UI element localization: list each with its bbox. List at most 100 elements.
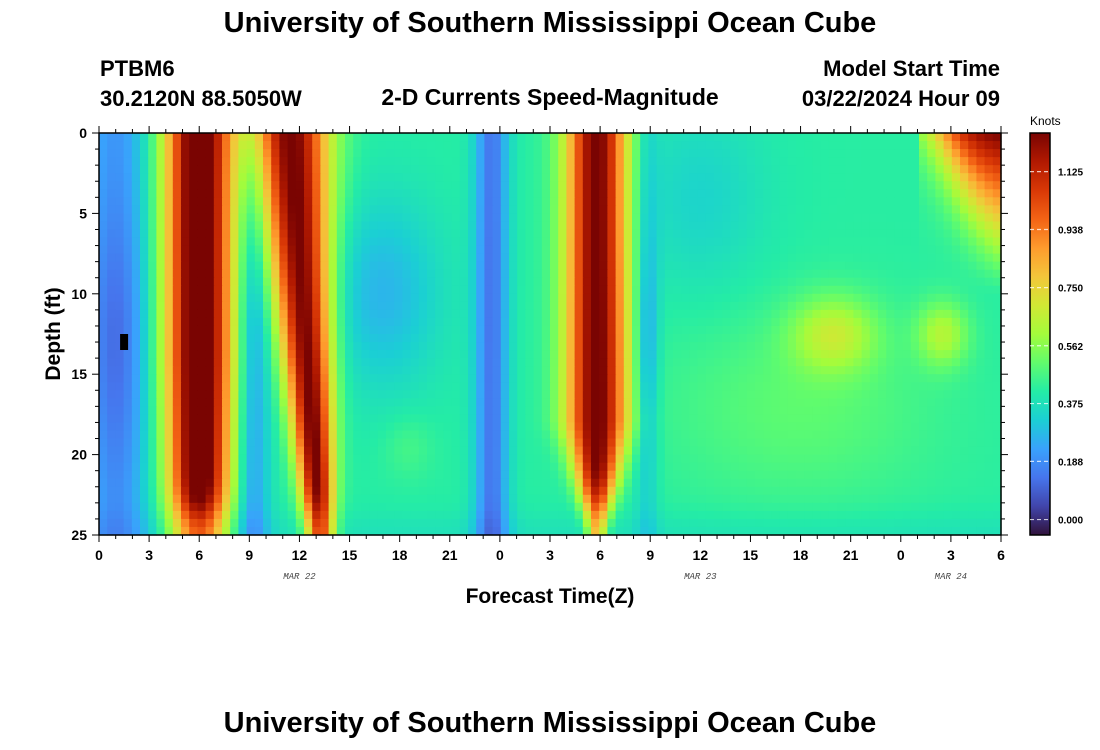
heat-cell (361, 301, 371, 311)
heat-cell (984, 173, 994, 182)
heat-cell (861, 317, 871, 327)
heat-cell (566, 213, 576, 223)
heat-cell (910, 438, 920, 448)
heat-cell (943, 309, 953, 319)
heat-cell (427, 390, 436, 399)
heat-cell (656, 293, 666, 303)
heat-cell (271, 181, 280, 190)
heat-cell (812, 398, 822, 407)
heat-cell (525, 350, 535, 359)
heat-cell (213, 342, 223, 351)
heat-cell (771, 350, 781, 359)
heat-cell (295, 438, 305, 448)
heat-cell (197, 213, 207, 223)
heat-cell (746, 342, 756, 351)
heat-cell (837, 430, 846, 440)
heat-cell (320, 494, 330, 504)
heat-cell (787, 414, 797, 424)
heat-cell (828, 309, 838, 319)
heat-cell (648, 221, 658, 231)
heat-cell (213, 165, 223, 174)
heat-cell (287, 245, 297, 255)
heat-cell (878, 245, 887, 255)
heat-cell (591, 342, 600, 351)
heat-cell (902, 342, 912, 351)
heat-cell (295, 334, 305, 343)
heat-cell (246, 149, 256, 158)
heat-cell (664, 374, 674, 383)
heat-cell (509, 149, 518, 158)
heat-cell (287, 438, 297, 448)
heat-cell (607, 446, 617, 456)
heat-cell (755, 334, 764, 343)
heat-cell (345, 221, 354, 231)
heat-cell (213, 253, 223, 263)
heat-cell (279, 173, 289, 182)
heat-cell (287, 253, 297, 263)
heat-cell (763, 157, 772, 166)
heat-cell (156, 285, 166, 295)
heat-cell (820, 285, 830, 295)
heat-cell (476, 245, 485, 255)
heat-cell (910, 325, 920, 335)
heat-cell (853, 197, 863, 206)
heat-cell (607, 366, 617, 375)
heat-cell (287, 197, 297, 206)
heat-cell (828, 133, 838, 142)
heat-cell (804, 301, 813, 311)
heat-cell (230, 446, 239, 456)
heat-cell (869, 157, 879, 166)
heat-cell (156, 438, 166, 448)
heat-cell (263, 213, 272, 223)
heat-cell (140, 486, 149, 496)
heat-cell (861, 245, 871, 255)
heat-cell (919, 462, 928, 472)
heat-cell (246, 422, 256, 432)
heat-cell (140, 390, 149, 399)
heat-cell (222, 157, 231, 166)
heat-cell (935, 446, 945, 456)
heat-cell (345, 245, 354, 255)
heat-cell (804, 334, 813, 343)
heat-cell (943, 181, 953, 190)
heat-cell (771, 197, 781, 206)
heat-cell (796, 478, 805, 488)
heat-cell (386, 350, 395, 359)
heat-cell (287, 165, 297, 174)
heat-cell (476, 486, 485, 496)
heat-cell (369, 165, 379, 174)
heat-cell (853, 205, 863, 214)
heat-cell (943, 325, 953, 335)
heat-cell (500, 181, 510, 190)
heat-cell (443, 237, 453, 247)
heat-cell (123, 205, 133, 214)
heat-cell (566, 430, 576, 440)
heat-cell (148, 205, 157, 214)
heat-cell (927, 173, 936, 182)
heat-cell (435, 334, 444, 343)
heat-cell (837, 165, 846, 174)
heat-cell (115, 390, 125, 399)
heat-cell (353, 342, 362, 351)
heat-cell (500, 245, 510, 255)
heat-cell (615, 486, 625, 496)
heat-cell (320, 245, 330, 255)
heat-cell (968, 269, 977, 279)
heat-cell (123, 325, 133, 335)
heat-cell (861, 229, 871, 239)
heat-cell (722, 149, 731, 158)
heat-cell (894, 173, 904, 182)
heat-cell (681, 269, 690, 279)
heat-cell (230, 149, 239, 158)
heat-cell (615, 366, 625, 375)
heat-cell (246, 221, 256, 231)
heat-cell (213, 462, 223, 472)
heat-cell (287, 430, 297, 440)
heat-cell (451, 422, 461, 432)
heat-cell (902, 390, 912, 399)
heat-cell (861, 390, 871, 399)
heat-cell (869, 317, 879, 327)
heat-cell (435, 358, 444, 367)
heat-cell (992, 325, 1002, 335)
